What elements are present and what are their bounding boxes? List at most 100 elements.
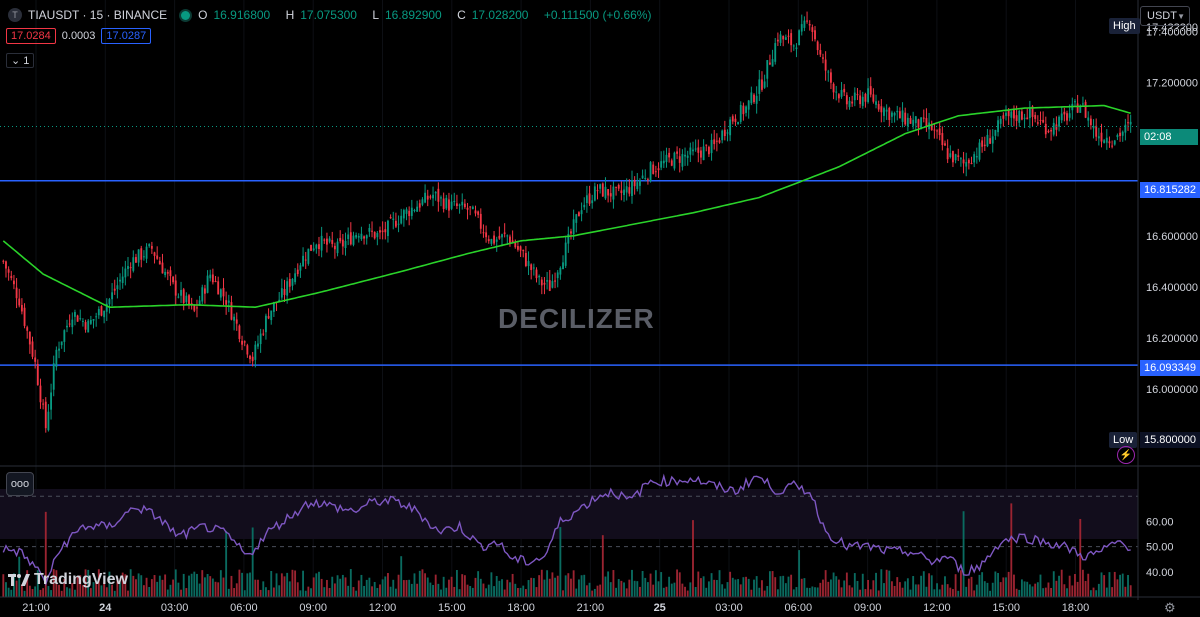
volume-bar: [516, 588, 519, 597]
lightning-icon[interactable]: ⚡: [1117, 446, 1135, 464]
volume-bar: [739, 584, 742, 597]
candle-body: [660, 161, 663, 168]
volume-bar: [546, 570, 549, 597]
volume-bar: [877, 590, 880, 597]
spread-value: 0.0003: [61, 30, 96, 42]
volume-bar: [726, 582, 729, 597]
candle-body: [933, 129, 936, 131]
volume-bar: [1084, 580, 1087, 597]
currency-select[interactable]: USDT ▼: [1140, 6, 1190, 26]
volume-bar: [76, 576, 79, 597]
volume-bar: [116, 577, 119, 597]
volume-bar: [84, 569, 87, 597]
candle-body: [965, 162, 968, 167]
volume-bar: [562, 590, 564, 597]
candle-body: [108, 299, 111, 305]
candle-body: [26, 327, 29, 331]
volume-bar: [768, 571, 771, 597]
volume-bar: [755, 576, 758, 597]
volume-bar: [501, 579, 503, 597]
candle-body: [58, 348, 60, 351]
buy-button[interactable]: 17.0287: [101, 28, 152, 44]
volume-bar: [928, 573, 931, 597]
volume-bar: [575, 588, 578, 597]
candle-body: [341, 239, 344, 247]
volume-bar: [665, 586, 668, 597]
volume-bar: [81, 585, 84, 597]
volume-bar: [922, 571, 925, 597]
candle-body: [161, 262, 164, 274]
volume-bar: [564, 575, 567, 597]
candle-body: [548, 280, 551, 291]
volume-bar: [119, 582, 121, 597]
candle-body: [593, 186, 596, 201]
watermark: DECILIZER: [498, 303, 655, 334]
gear-icon[interactable]: ⚙: [1164, 600, 1176, 615]
volume-bar: [381, 579, 384, 597]
volume-bar: [233, 588, 236, 597]
candle-body: [893, 112, 896, 116]
volume-bar: [10, 589, 13, 597]
candle-body: [1010, 111, 1013, 118]
candle-body: [827, 71, 830, 73]
volume-bar: [981, 572, 984, 597]
price-tick-label: 16.600000: [1146, 231, 1198, 243]
candle-body: [734, 118, 737, 122]
candle-body: [983, 144, 986, 147]
candle-body: [501, 234, 503, 238]
candle-body: [71, 319, 74, 328]
volume-bar: [1036, 582, 1039, 597]
candle-body: [1026, 117, 1029, 120]
candle-body: [975, 156, 978, 158]
candle-body: [379, 230, 381, 233]
candle-body: [1023, 117, 1026, 119]
sell-button[interactable]: 17.0284: [6, 28, 56, 44]
candle-body: [206, 275, 209, 293]
indicator-axis[interactable]: 60.00 50.00 40.00: [1146, 516, 1174, 578]
time-axis[interactable]: 21:00 24 03:00 06:00 09:00 12:00 15:00 18:00 21:…: [22, 602, 1089, 614]
volume-bar: [1010, 503, 1013, 597]
candle-body: [100, 306, 103, 316]
candle-body: [203, 288, 206, 294]
chevron-down-icon: ⌄: [11, 55, 21, 67]
volume-bar: [26, 570, 29, 597]
candle-body: [623, 189, 625, 196]
candle-body: [891, 112, 893, 117]
indicators-toggle[interactable]: ⌄ 1: [6, 53, 35, 68]
volume-bar: [490, 572, 493, 597]
volume-bar: [795, 587, 798, 597]
candle-body: [580, 210, 583, 215]
candle-body: [763, 81, 766, 88]
symbol-logo-icon[interactable]: T: [8, 8, 22, 22]
volume-bar: [413, 573, 416, 597]
volume-bar: [469, 586, 472, 597]
candlestick-series: [2, 11, 1132, 433]
volume-bar: [1111, 587, 1114, 597]
candle-body: [1015, 115, 1018, 121]
tradingview-logo[interactable]: TradingView: [8, 571, 128, 589]
candle-body: [787, 35, 790, 37]
volume-bar: [694, 586, 697, 597]
volume-bar: [217, 582, 220, 597]
candle-body: [912, 119, 915, 126]
volume-bar: [949, 587, 952, 597]
candle-body: [620, 190, 623, 194]
candle-body: [174, 280, 177, 296]
candle-body: [1036, 122, 1039, 124]
candle-body: [877, 103, 880, 110]
candle-body: [421, 199, 424, 205]
candle-body: [604, 186, 607, 199]
more-options-button[interactable]: ooo: [6, 472, 34, 496]
candle-body: [901, 110, 904, 122]
candle-body: [474, 210, 477, 214]
volume-bar: [392, 579, 395, 597]
symbol-title[interactable]: TIAUSDT · 15 · BINANCE: [28, 8, 168, 22]
volume-bar: [628, 579, 631, 597]
candle-body: [731, 116, 734, 122]
price-tick-label: 17.400000: [1146, 27, 1198, 39]
candle-body: [63, 330, 66, 342]
volume-bar: [798, 550, 801, 597]
volume-bar: [132, 575, 135, 597]
candle-body: [262, 333, 265, 335]
